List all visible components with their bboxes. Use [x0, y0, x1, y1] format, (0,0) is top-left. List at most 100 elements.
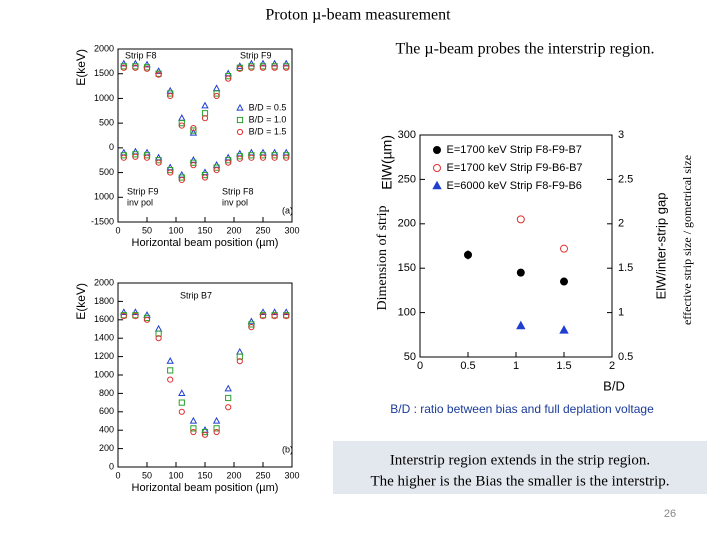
y-tick-label: 100 — [398, 307, 416, 319]
marker-circle — [201, 174, 209, 181]
marker-square — [283, 152, 290, 159]
marker-triangle — [212, 416, 221, 424]
x-tick-label: 300 — [284, 470, 299, 480]
x-axis-title: Horizontal beam position (µm) — [132, 237, 279, 249]
marker-square — [213, 164, 220, 171]
y-tick-label: 50 — [404, 351, 416, 363]
annotation: Strip F8 — [222, 186, 254, 196]
marker-square — [178, 120, 185, 127]
marker-square — [225, 73, 232, 80]
x-tick-label: 100 — [168, 225, 183, 235]
y-tick-label: 150 — [398, 262, 416, 274]
summary-line: The higher is the Bias the smaller is th… — [370, 473, 669, 489]
marker-circle — [225, 404, 232, 411]
marker-square — [236, 116, 244, 124]
marker-square — [155, 330, 162, 337]
legend-label: B/D = 1.5 — [249, 126, 287, 136]
legend-label: E=1700 keV Strip F9-B6-B7 — [447, 162, 583, 174]
marker-triangle — [131, 308, 140, 316]
y-tick-label: 400 — [99, 425, 114, 435]
marker-circle — [213, 167, 220, 174]
annotation: Strip F9 — [240, 50, 272, 60]
marker-circle — [143, 154, 151, 161]
marker-circle — [259, 64, 267, 71]
y2-tick-label: 0.5 — [618, 351, 633, 363]
annotation: Strip F9 — [127, 186, 159, 196]
x-tick-label: 1 — [513, 360, 519, 372]
marker-circle — [143, 316, 151, 323]
marker-square — [143, 152, 151, 159]
summary-box — [333, 441, 707, 494]
y2-tick-label: 1 — [618, 307, 624, 319]
y2-tick-label: 3 — [618, 129, 624, 141]
marker-circle — [201, 431, 209, 438]
y-tick-label: 200 — [398, 218, 416, 230]
marker-square — [178, 399, 185, 406]
y-axis-title: E(keV) — [74, 49, 88, 86]
y-tick-label: 1000 — [94, 369, 114, 379]
x-tick-label: 300 — [284, 225, 299, 235]
y2-tick-label: 1.5 — [618, 262, 633, 274]
x-tick-label: 200 — [226, 225, 241, 235]
marker-square — [201, 110, 209, 117]
marker-circle — [236, 358, 243, 365]
marker-circle — [190, 124, 197, 132]
legend-label: E=1700 keV Strip F8-F9-B7 — [447, 144, 582, 156]
y-tick-label: 1000 — [94, 93, 114, 103]
marker-triangle — [559, 325, 569, 334]
marker-square — [167, 367, 174, 374]
marker-circle — [143, 65, 151, 72]
x-tick-label: 0 — [115, 225, 120, 235]
marker-triangle — [236, 62, 244, 69]
right-note: effective strip size / gometrical size — [680, 155, 694, 325]
marker-circle — [236, 128, 244, 136]
marker-circle — [560, 277, 568, 286]
marker-square — [213, 425, 220, 432]
marker-circle — [236, 155, 243, 162]
marker-square — [248, 321, 255, 328]
x-tick-label: 200 — [226, 470, 241, 480]
y2-tick-label: 2.5 — [618, 173, 633, 185]
y2-axis-title: ElW/inter-strip gap — [653, 193, 668, 300]
marker-circle — [167, 376, 174, 383]
marker-triangle — [120, 308, 128, 316]
marker-circle — [516, 268, 525, 277]
y-tick-label: 500 — [99, 167, 114, 177]
marker-square — [236, 353, 243, 360]
marker-circle — [433, 146, 441, 154]
x-tick-label: 250 — [255, 225, 270, 235]
x-tick-label: 100 — [168, 470, 183, 480]
marker-circle — [132, 64, 139, 71]
y-tick-label: 2000 — [94, 43, 114, 53]
marker-circle — [120, 313, 127, 320]
left-note: Dimension of strip — [375, 206, 390, 311]
y-tick-label: 1500 — [94, 68, 114, 78]
marker-circle — [167, 169, 174, 176]
marker-triangle — [516, 320, 526, 330]
marker-square — [201, 428, 209, 436]
marker-circle — [516, 215, 525, 224]
marker-circle — [259, 154, 267, 161]
legend-label: E=6000 keV Strip F8-F9-B6 — [447, 180, 582, 192]
slide-title: Proton µ-beam measurement — [265, 7, 451, 24]
marker-square — [248, 152, 255, 159]
y-tick-label: 1400 — [94, 333, 114, 343]
summary-line: Interstrip region extends in the strip r… — [390, 452, 650, 468]
y-tick-label: 250 — [398, 173, 416, 185]
marker-triangle — [212, 84, 221, 92]
marker-circle — [248, 324, 255, 331]
marker-triangle — [259, 308, 267, 316]
x-tick-label: 1.5 — [556, 360, 571, 372]
marker-square — [225, 157, 232, 164]
marker-circle — [271, 154, 278, 161]
y-tick-label: 1200 — [94, 351, 114, 361]
marker-circle — [178, 176, 185, 184]
y-tick-label: 0 — [109, 461, 114, 471]
marker-square — [236, 153, 243, 160]
marker-square — [190, 127, 197, 134]
note: B/D : ratio between bias and full deplat… — [390, 402, 654, 416]
marker-circle — [213, 428, 220, 436]
marker-triangle — [178, 389, 186, 396]
y-tick-label: -1500 — [91, 216, 114, 226]
